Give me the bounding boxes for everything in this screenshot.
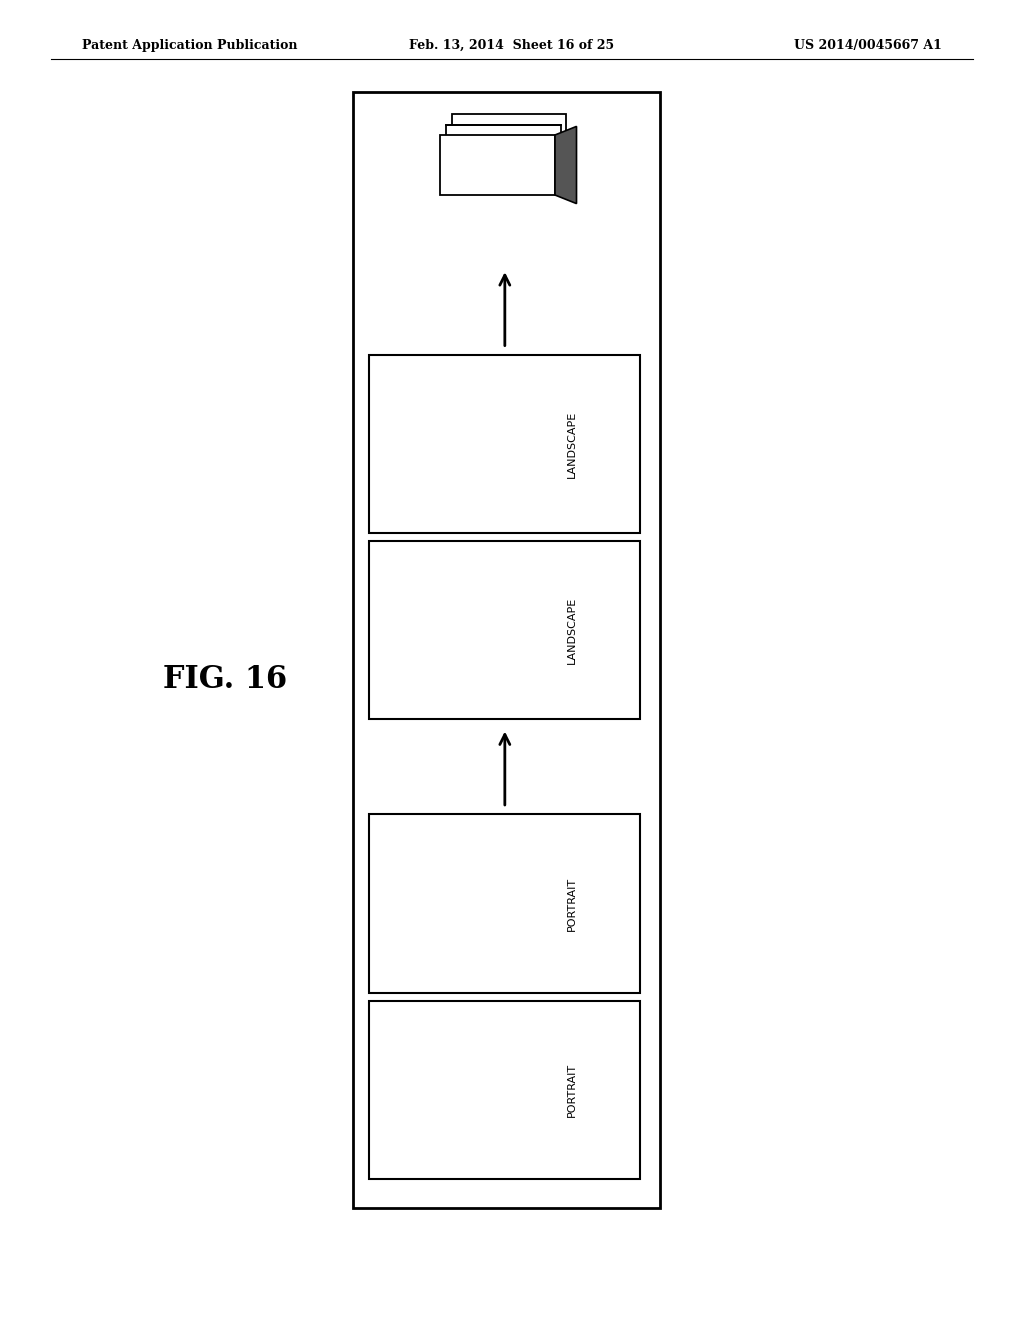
Polygon shape bbox=[440, 135, 555, 195]
Text: PORTRAIT: PORTRAIT bbox=[567, 1063, 578, 1117]
Text: FIG. 16: FIG. 16 bbox=[163, 664, 288, 696]
Bar bbox=[369, 541, 640, 719]
Bar bbox=[369, 1001, 640, 1179]
Polygon shape bbox=[452, 114, 566, 174]
Text: LANDSCAPE: LANDSCAPE bbox=[567, 597, 578, 664]
Text: PORTRAIT: PORTRAIT bbox=[567, 876, 578, 931]
Bar bbox=[353, 92, 660, 1208]
Bar bbox=[369, 814, 640, 993]
Bar bbox=[369, 355, 640, 533]
Text: Patent Application Publication: Patent Application Publication bbox=[82, 40, 297, 51]
Text: LANDSCAPE: LANDSCAPE bbox=[567, 411, 578, 478]
Text: US 2014/0045667 A1: US 2014/0045667 A1 bbox=[795, 40, 942, 51]
Polygon shape bbox=[555, 127, 577, 203]
Polygon shape bbox=[446, 124, 561, 185]
Text: Feb. 13, 2014  Sheet 16 of 25: Feb. 13, 2014 Sheet 16 of 25 bbox=[410, 40, 614, 51]
